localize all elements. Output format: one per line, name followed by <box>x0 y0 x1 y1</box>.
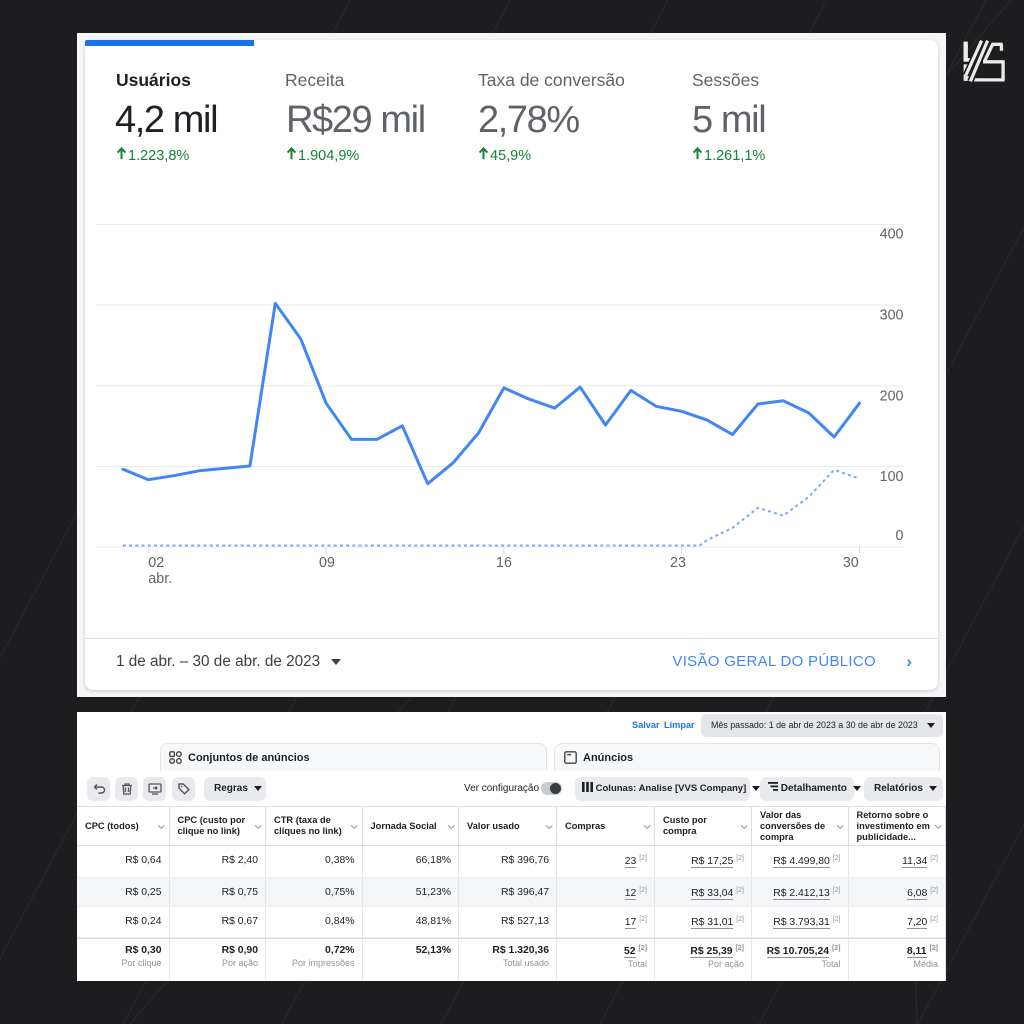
svg-text:400: 400 <box>880 227 904 243</box>
svg-text:100: 100 <box>880 469 904 485</box>
svg-text:16: 16 <box>496 555 512 571</box>
svg-text:02: 02 <box>148 555 164 571</box>
svg-text:300: 300 <box>880 308 904 324</box>
svg-text:30: 30 <box>843 555 859 571</box>
svg-text:0: 0 <box>896 528 904 544</box>
svg-text:200: 200 <box>880 389 904 405</box>
svg-text:09: 09 <box>319 555 335 571</box>
svg-text:23: 23 <box>670 555 686 571</box>
svg-text:abr.: abr. <box>148 571 172 587</box>
